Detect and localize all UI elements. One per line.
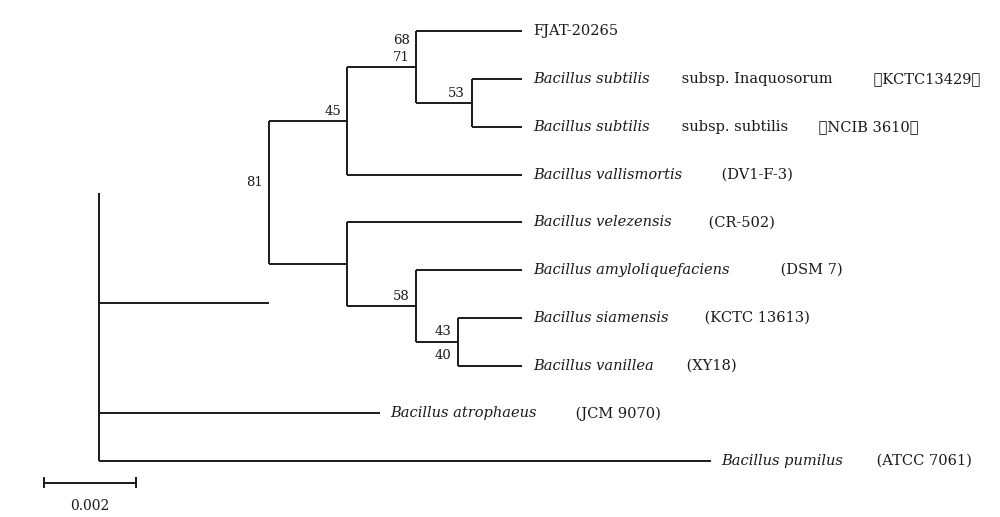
Text: 43: 43 xyxy=(434,325,451,338)
Text: 40: 40 xyxy=(435,349,451,362)
Text: 71: 71 xyxy=(393,51,410,64)
Text: （KCTC13429）: （KCTC13429） xyxy=(869,72,980,86)
Text: Bacillus subtilis: Bacillus subtilis xyxy=(533,72,650,86)
Text: 58: 58 xyxy=(393,290,410,302)
Text: 68: 68 xyxy=(393,34,410,47)
Text: (DV1-F-3): (DV1-F-3) xyxy=(717,168,793,181)
Text: (ATCC 7061): (ATCC 7061) xyxy=(872,454,972,468)
Text: （NCIB 3610）: （NCIB 3610） xyxy=(814,120,919,134)
Text: Bacillus siamensis: Bacillus siamensis xyxy=(533,311,669,325)
Text: Bacillus atrophaeus: Bacillus atrophaeus xyxy=(391,406,537,420)
Text: (JCM 9070): (JCM 9070) xyxy=(571,406,661,420)
Text: (KCTC 13613): (KCTC 13613) xyxy=(700,311,810,325)
Text: Bacillus amyloliquefaciens: Bacillus amyloliquefaciens xyxy=(533,263,730,277)
Text: 81: 81 xyxy=(246,176,263,189)
Text: 0.002: 0.002 xyxy=(70,499,110,513)
Text: Bacillus pumilus: Bacillus pumilus xyxy=(722,454,843,468)
Text: (CR-502): (CR-502) xyxy=(704,216,775,230)
Text: (XY18): (XY18) xyxy=(682,359,737,373)
Text: 45: 45 xyxy=(324,104,341,117)
Text: (DSM 7): (DSM 7) xyxy=(776,263,842,277)
Text: Bacillus subtilis: Bacillus subtilis xyxy=(533,120,650,134)
Text: Bacillus velezensis: Bacillus velezensis xyxy=(533,216,672,230)
Text: FJAT-20265: FJAT-20265 xyxy=(533,24,618,38)
Text: subsp. subtilis: subsp. subtilis xyxy=(677,120,788,134)
Text: Bacillus vallismortis: Bacillus vallismortis xyxy=(533,168,682,181)
Text: 53: 53 xyxy=(448,87,465,100)
Text: Bacillus vanillea: Bacillus vanillea xyxy=(533,359,654,373)
Text: subsp. Inaquosorum: subsp. Inaquosorum xyxy=(677,72,833,86)
